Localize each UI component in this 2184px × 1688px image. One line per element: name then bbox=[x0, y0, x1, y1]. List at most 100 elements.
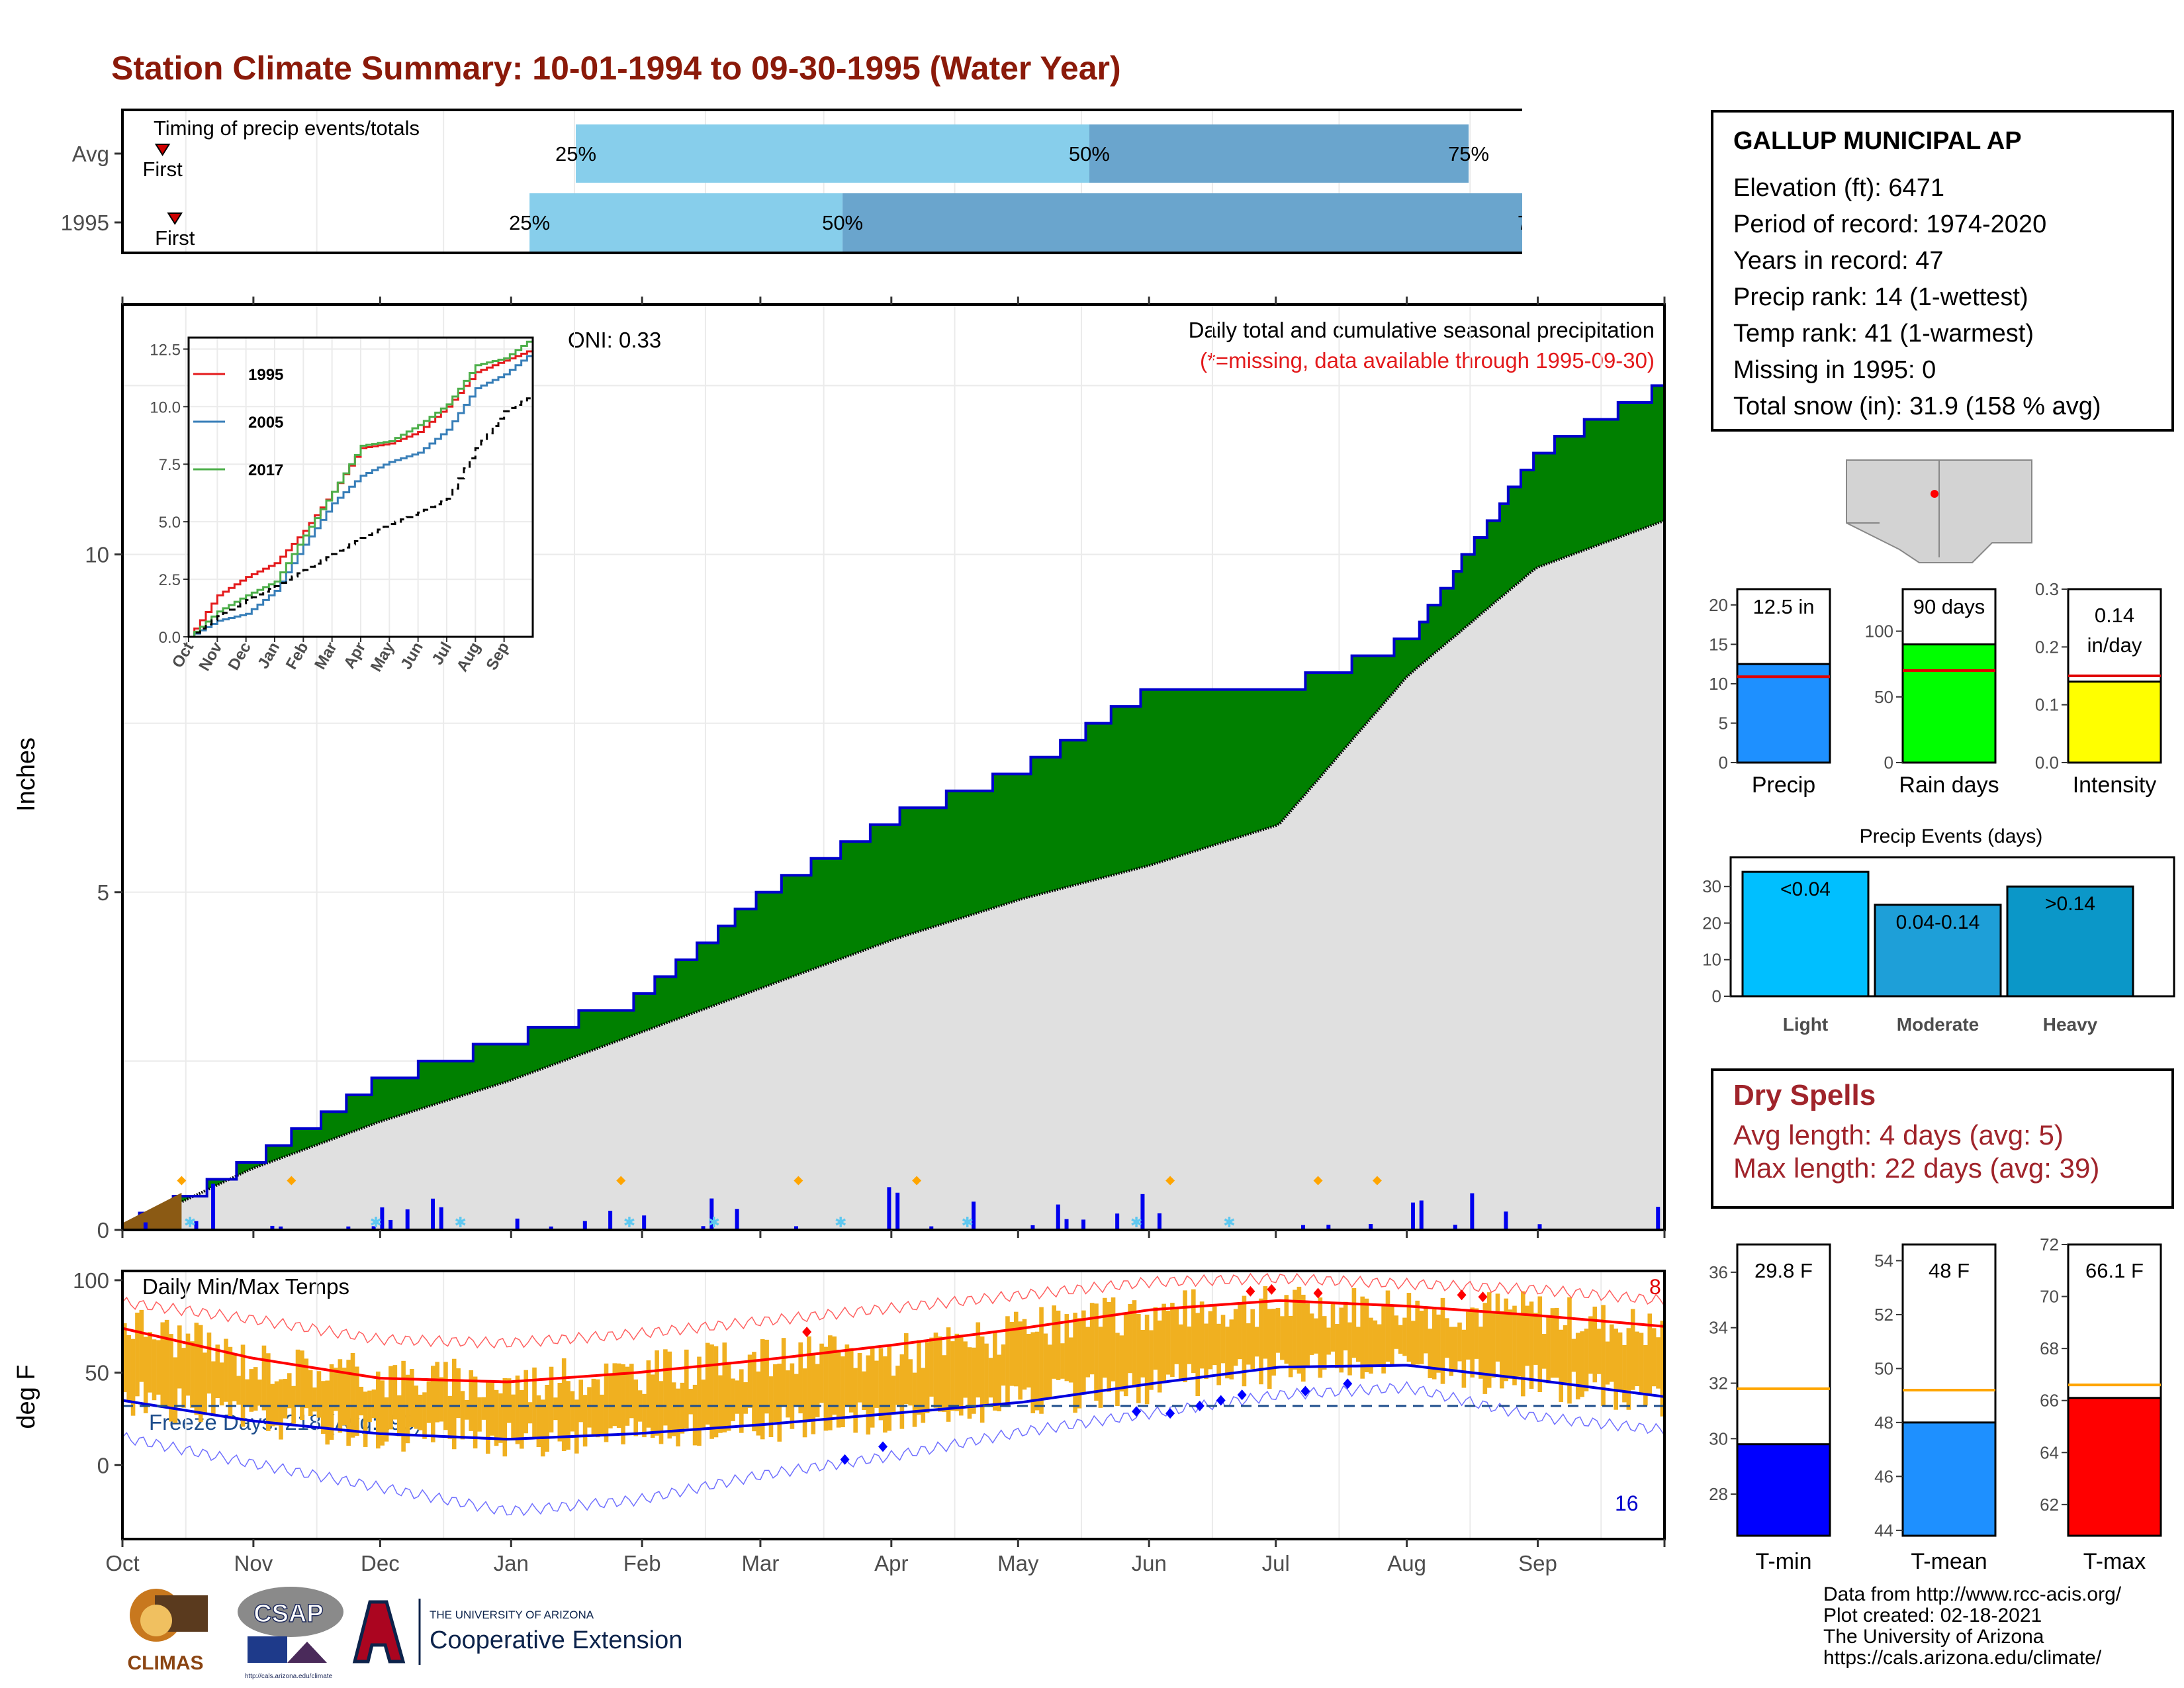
temp-range-bar bbox=[279, 1379, 283, 1440]
temp-range-bar bbox=[705, 1342, 710, 1425]
temp-range-bar bbox=[1271, 1309, 1276, 1376]
temp-range-bar bbox=[1068, 1337, 1073, 1383]
daily-precip-bar bbox=[1419, 1200, 1424, 1230]
daily-precip-bar bbox=[1537, 1224, 1542, 1230]
summary-bar-fill bbox=[1736, 663, 1831, 764]
timing-pct-label: 75% bbox=[1518, 211, 1522, 234]
temp-range-bar bbox=[650, 1374, 655, 1438]
inset-frame bbox=[187, 336, 534, 638]
snow-marker bbox=[1313, 1176, 1323, 1186]
timing-row-label: 1995 bbox=[61, 211, 109, 235]
temp-range-bar bbox=[1385, 1290, 1390, 1362]
temp-range-bar bbox=[1651, 1328, 1657, 1387]
temp-range-bar bbox=[506, 1378, 512, 1423]
record-low-marker bbox=[840, 1454, 850, 1465]
daily-precip-bar bbox=[1157, 1213, 1161, 1230]
temp-range-bar bbox=[1373, 1320, 1378, 1366]
record-low-marker bbox=[1195, 1400, 1205, 1411]
temp-summary-y-label: 64 bbox=[2040, 1442, 2059, 1462]
summary-y-label: 5 bbox=[1719, 713, 1728, 733]
temp-range-bar bbox=[304, 1358, 309, 1409]
temp-range-bar bbox=[600, 1394, 604, 1435]
temp-summary-value: 48 F bbox=[1929, 1259, 1970, 1282]
temp-range-bar bbox=[616, 1363, 621, 1429]
footer-line: Data from http://www.rcc-acis.org/ bbox=[1823, 1583, 2122, 1605]
inset-y-label: 2.5 bbox=[159, 571, 181, 589]
temp-range-bar bbox=[709, 1344, 714, 1439]
summary-bar-label: Intensity bbox=[2073, 773, 2157, 798]
footer-line: The University of Arizona bbox=[1823, 1626, 2044, 1648]
temp-range-bar bbox=[1305, 1303, 1310, 1368]
summary-bar-fill bbox=[2067, 680, 2162, 764]
temp-range-bar bbox=[1309, 1313, 1314, 1355]
temp-range-bar bbox=[790, 1363, 795, 1429]
temp-range-bar bbox=[1174, 1307, 1179, 1364]
temp-range-bar bbox=[156, 1340, 161, 1395]
temp-range-bar bbox=[1419, 1311, 1424, 1364]
daily-precip-bar bbox=[972, 1201, 976, 1230]
daily-precip-bar bbox=[1453, 1225, 1457, 1230]
daily-precip-bar bbox=[582, 1221, 587, 1230]
temp-range-bar bbox=[1263, 1286, 1268, 1359]
temp-range-bar bbox=[925, 1342, 930, 1413]
temp-summary-y-label: 28 bbox=[1709, 1484, 1728, 1504]
temp-range-bar bbox=[371, 1389, 377, 1419]
temp-range-bar bbox=[388, 1366, 393, 1430]
temp-range-bar bbox=[1199, 1301, 1205, 1369]
temp-range-bar bbox=[903, 1333, 909, 1405]
temp-range-bar bbox=[249, 1369, 254, 1412]
temp-range-bar bbox=[1052, 1305, 1056, 1379]
temp-range-bar bbox=[308, 1370, 313, 1417]
temp-range-bar bbox=[359, 1386, 364, 1416]
events-y-label: 0 bbox=[1712, 986, 1721, 1006]
temp-range-bar bbox=[587, 1387, 592, 1428]
month-label: Oct bbox=[105, 1551, 139, 1575]
temp-range-bar bbox=[718, 1375, 723, 1433]
events-y-label: 20 bbox=[1702, 913, 1721, 933]
temp-range-bar bbox=[958, 1337, 964, 1416]
temp-range-bar bbox=[1030, 1332, 1036, 1413]
temp-range-bar bbox=[1005, 1316, 1010, 1407]
snowflake-icon: ✱ bbox=[370, 1214, 382, 1231]
temp-range-bar bbox=[697, 1356, 702, 1446]
temp-range-bar bbox=[426, 1381, 432, 1423]
temp-range-bar bbox=[823, 1346, 829, 1431]
month-label: Mar bbox=[741, 1551, 779, 1575]
temp-range-bar bbox=[735, 1380, 740, 1414]
temp-range-bar bbox=[422, 1392, 427, 1439]
daily-precip-bar bbox=[929, 1226, 934, 1230]
temp-range-bar bbox=[164, 1319, 169, 1407]
temp-range-bar bbox=[1461, 1329, 1467, 1388]
temp-range-bar bbox=[1596, 1329, 1602, 1374]
temp-range-bar bbox=[819, 1343, 824, 1403]
month-label: May bbox=[997, 1551, 1039, 1575]
temp-summary-y-label: 52 bbox=[1874, 1305, 1893, 1325]
inset-series-line bbox=[189, 351, 534, 638]
temp-frame bbox=[121, 1270, 1666, 1540]
temp-range-bar bbox=[857, 1352, 862, 1403]
temp-range-bar bbox=[143, 1336, 148, 1413]
events-y-label: 10 bbox=[1702, 950, 1721, 970]
record-high-marker bbox=[1457, 1289, 1467, 1301]
temp-range-bar bbox=[862, 1371, 866, 1411]
temp-range-bar bbox=[853, 1368, 858, 1433]
map-border bbox=[1846, 460, 1940, 557]
temp-range-bar bbox=[465, 1399, 469, 1420]
temp-range-bar bbox=[848, 1348, 854, 1413]
month-label: Nov bbox=[234, 1551, 273, 1575]
snow-marker bbox=[1165, 1176, 1175, 1186]
temp-range-bar bbox=[523, 1370, 529, 1434]
temp-summary-y-label: 54 bbox=[1874, 1250, 1893, 1270]
temp-panel: deg F Daily Min/Max Temps Freeze Days: 2… bbox=[13, 1268, 1666, 1575]
snowflake-icon: ✱ bbox=[961, 1214, 973, 1231]
temp-range-bar bbox=[410, 1368, 414, 1427]
temp-range-bar bbox=[1343, 1301, 1348, 1350]
temp-range-bar bbox=[232, 1353, 237, 1401]
summary-y-label: 20 bbox=[1709, 595, 1728, 615]
events-y-label: 30 bbox=[1702, 876, 1721, 896]
temp-range-bar bbox=[1001, 1344, 1006, 1386]
temp-range-bar bbox=[1500, 1311, 1504, 1389]
snowflake-icon: ✱ bbox=[454, 1214, 466, 1231]
snow-marker bbox=[287, 1176, 296, 1186]
temp-range-bar bbox=[972, 1347, 976, 1414]
